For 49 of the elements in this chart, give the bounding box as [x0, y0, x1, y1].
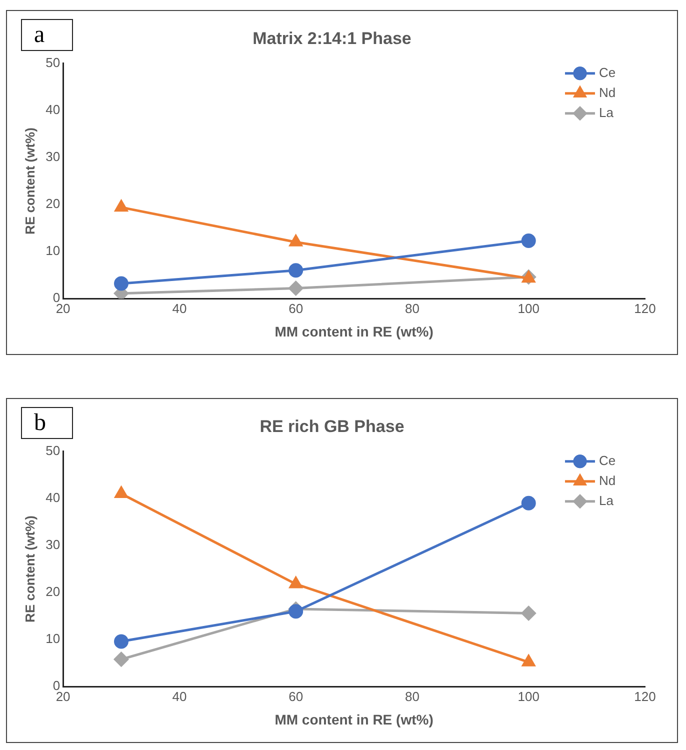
x-tick-label: 80: [404, 300, 420, 316]
y-tick-label: 50: [46, 442, 60, 458]
point: [288, 604, 304, 619]
y-tick-label: 30: [46, 149, 60, 164]
x-axis-title: MM content in RE (wt%): [274, 711, 434, 728]
point: [521, 496, 536, 510]
point: [521, 233, 536, 248]
x-tick-label: 40: [172, 300, 187, 316]
legend-label: La: [599, 104, 614, 120]
point: [289, 576, 302, 588]
y-tick-label: 10: [46, 631, 60, 646]
y-tick-label: 30: [46, 537, 60, 552]
point: [114, 486, 128, 498]
y-tick-label: 0: [52, 290, 60, 306]
chart-title: RE rich GB Phase: [260, 416, 404, 436]
legend-label: Ce: [599, 64, 616, 80]
x-axis-title: MM content in RE (wt%): [274, 323, 434, 340]
x-tick-label: 80: [404, 688, 420, 704]
y-tick-label: 40: [46, 102, 60, 118]
point: [288, 281, 304, 296]
legend-label: Ce: [599, 452, 616, 468]
point: [114, 634, 129, 649]
x-tick-label: 60: [288, 688, 304, 704]
y-tick-label: 0: [52, 678, 60, 694]
text: b: [21, 407, 73, 439]
point: [114, 200, 128, 212]
point: [289, 234, 302, 246]
legend-label: Nd: [599, 84, 616, 100]
point: [114, 276, 129, 291]
legend-label: Nd: [599, 472, 616, 488]
x-tick-label: 120: [634, 300, 656, 316]
y-axis-title: RE content (wt%): [22, 516, 38, 622]
point: [521, 606, 536, 620]
x-tick-label: 60: [288, 300, 304, 316]
x-tick-label: 40: [172, 688, 187, 704]
y-axis-title: RE content (wt%): [22, 128, 38, 234]
point: [114, 652, 129, 667]
y-tick-label: 50: [46, 54, 60, 70]
x-tick-label: 100: [518, 300, 540, 316]
y-tick-label: 20: [46, 584, 60, 600]
text: a: [21, 19, 73, 51]
y-tick-label: 20: [46, 196, 60, 212]
x-tick-label: 120: [634, 688, 656, 704]
chart-title: Matrix 2:14:1 Phase: [252, 28, 412, 48]
y-tick-label: 10: [46, 243, 60, 258]
legend-label: La: [599, 492, 614, 508]
y-tick-label: 40: [46, 490, 60, 506]
point: [288, 263, 304, 278]
x-tick-label: 100: [518, 688, 540, 704]
